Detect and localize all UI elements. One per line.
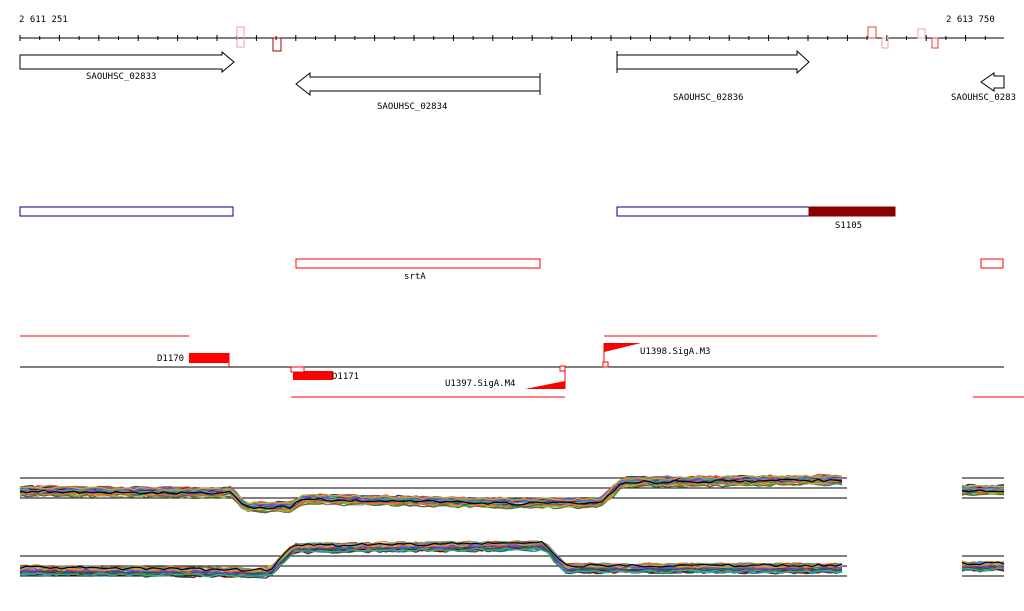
- feature-box-blue[interactable]: [616, 206, 810, 217]
- gene-label: SAOUHSC_02836: [673, 93, 743, 103]
- segment-d1171-label: D1171: [332, 372, 359, 382]
- gene-arrow-right[interactable]: [616, 49, 810, 75]
- ruler-marker: [917, 28, 926, 39]
- expression-series: [19, 479, 843, 511]
- ruler-marker: [236, 26, 245, 48]
- expression-series: [961, 487, 1005, 490]
- gene-saouhsc-0283[interactable]: SAOUHSC_0283: [951, 72, 1016, 103]
- gene-saouhsc-02834[interactable]: SAOUHSC_02834: [295, 71, 541, 112]
- ruler-marker: [881, 37, 889, 49]
- feature-box-red[interactable]: [980, 258, 1004, 269]
- ruler-end-label: 2 613 750: [946, 15, 995, 25]
- gene-label: SAOUHSC_02834: [377, 102, 447, 112]
- expression-series: [961, 567, 1005, 572]
- segment-d1171[interactable]: [293, 371, 333, 380]
- expression-profile-upper: [19, 473, 1005, 514]
- expression-series: [961, 563, 1005, 568]
- promoter-u1398-label: U1398.SigA.M3: [640, 347, 710, 357]
- expression-series: [19, 546, 843, 578]
- gene-label: SAOUHSC_0283: [951, 93, 1016, 103]
- segment-tick: [290, 366, 305, 373]
- coordinate-ruler: 2 611 251 2 613 750: [19, 15, 1004, 52]
- gene-arrow-left[interactable]: [295, 71, 541, 97]
- feature-s1105[interactable]: [808, 206, 896, 217]
- ruler-marker: [867, 26, 877, 39]
- expression-series: [961, 484, 1005, 490]
- promoter-tick: [559, 365, 566, 372]
- expression-series: [961, 561, 1005, 566]
- promoter-u1397[interactable]: [525, 381, 565, 389]
- ruler-marker: [272, 37, 282, 52]
- feature-srta[interactable]: [295, 258, 541, 269]
- expression-track: [19, 473, 1005, 579]
- expression-series: [19, 478, 843, 510]
- segment-track: D1170 D1171 U1397.SigA.M4 U1398.SigA.M3: [20, 335, 1024, 398]
- ruler-start-label: 2 611 251: [19, 15, 68, 25]
- gene-label: SAOUHSC_02833: [86, 72, 156, 82]
- expression-series: [961, 484, 1005, 488]
- promoter-u1398[interactable]: [604, 343, 641, 352]
- expression-series: [19, 545, 843, 576]
- ruler-markers: [236, 26, 939, 52]
- expression-profile-lower: [19, 540, 1005, 579]
- expression-series: [19, 474, 843, 505]
- gene-saouhsc-02833[interactable]: SAOUHSC_02833: [19, 50, 235, 82]
- segment-d1170-label: D1170: [157, 354, 184, 364]
- expression-series: [19, 541, 843, 572]
- gene-arrow-left[interactable]: [980, 72, 1005, 92]
- promoter-tick: [602, 361, 609, 368]
- feature-box-blue[interactable]: [19, 206, 234, 217]
- feature-s1105-label: S1105: [835, 221, 862, 231]
- segment-d1170[interactable]: [189, 353, 229, 363]
- feature-track: S1105 srtA: [19, 206, 1004, 282]
- expression-series: [19, 477, 843, 509]
- expression-series: [19, 482, 843, 514]
- feature-srta-label: srtA: [404, 272, 426, 282]
- ruler-marker: [931, 37, 939, 49]
- gene-track: SAOUHSC_02833 SAOUHSC_02834 SAOUHSC_0283…: [19, 49, 1016, 112]
- gene-arrow-right[interactable]: [19, 50, 235, 74]
- promoter-u1397-label: U1397.SigA.M4: [445, 379, 515, 389]
- expression-series: [961, 489, 1005, 493]
- gene-saouhsc-02836[interactable]: SAOUHSC_02836: [616, 49, 810, 103]
